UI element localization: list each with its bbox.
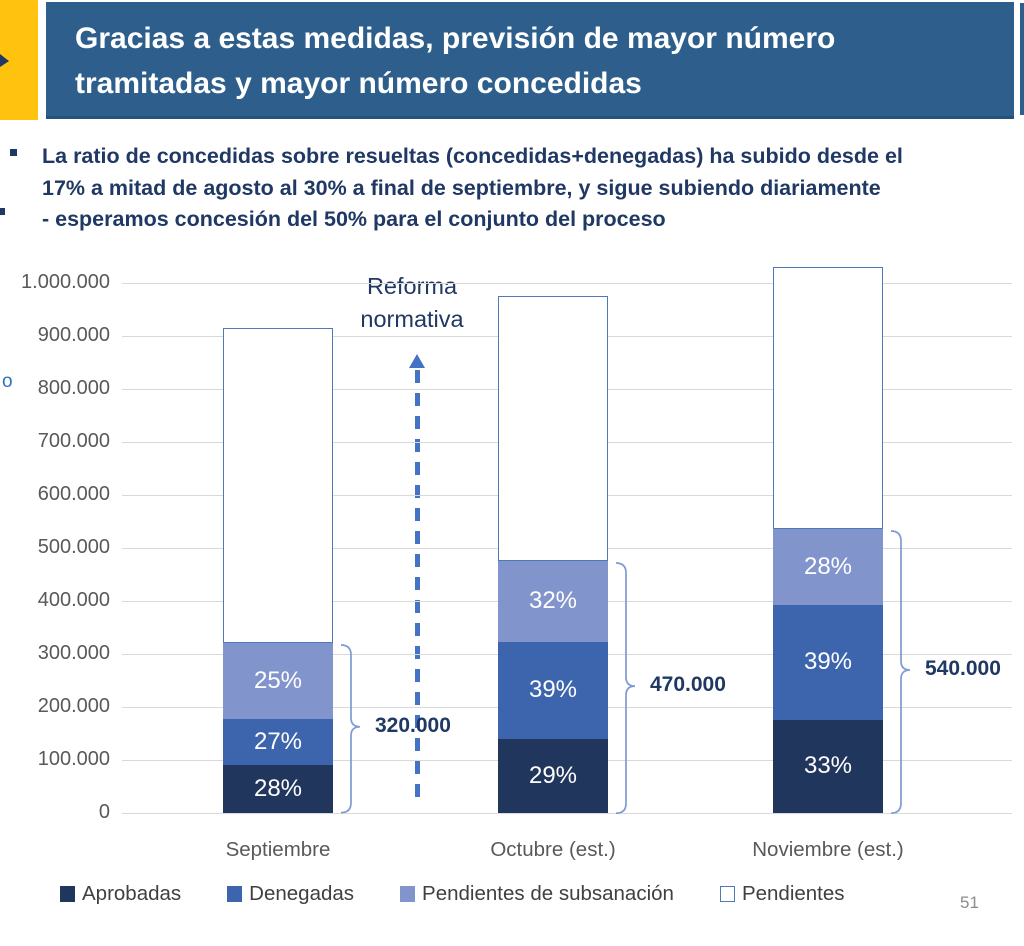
legend-swatch-icon — [719, 886, 735, 902]
segment-percent-label: 39% — [528, 676, 578, 704]
bar-segment-denegadas: 39% — [498, 641, 608, 739]
y-axis-tick-label: 0 — [98, 801, 110, 823]
left-accent-bar — [0, 0, 38, 120]
segment-percent-label: 25% — [253, 667, 303, 695]
reforma-annotation-label: Reforma normativa — [360, 273, 464, 332]
resolved-total-label: 540.000 — [925, 656, 1001, 680]
y-gridline — [122, 389, 1012, 390]
legend-swatch-icon — [60, 886, 75, 902]
bar-segment-pendientes — [223, 328, 333, 644]
legend-item: Aprobadas — [60, 882, 181, 906]
segment-percent-label: 39% — [803, 648, 853, 676]
page-number: 51 — [960, 893, 979, 912]
header-banner: Gracias a estas medidas, previsión de ma… — [46, 2, 1014, 119]
legend-label: Pendientes — [741, 882, 845, 905]
y-gridline — [122, 442, 1012, 443]
y-gridline — [122, 283, 1012, 284]
y-gridline — [122, 707, 1012, 708]
bullet-line-1: La ratio de concedidas sobre resueltas (… — [42, 144, 903, 168]
segment-percent-label: 32% — [528, 587, 578, 615]
y-gridline — [122, 495, 1012, 496]
chart-legend: Aprobadas Denegadas Pendientes de subsanac… — [60, 882, 980, 906]
strip-mark-icon — [0, 54, 9, 67]
y-gridline — [122, 760, 1012, 761]
x-axis-category-label: Octubre (est.) — [490, 838, 616, 861]
up-arrow-icon — [409, 354, 425, 368]
segment-percent-label: 29% — [528, 761, 578, 789]
bracket-annotation — [339, 643, 363, 820]
bar-segment-denegadas: 27% — [223, 719, 333, 766]
bullet-line-2: 17% a mitad de agosto al 30% a final de … — [42, 175, 881, 200]
y-axis-tick-label: 800.000 — [37, 377, 110, 399]
bracket-annotation — [614, 561, 638, 820]
legend-label: Denegadas — [249, 882, 355, 905]
x-axis-category-label: Septiembre — [225, 838, 331, 861]
resolved-total-label: 470.000 — [650, 672, 726, 696]
legend-swatch-icon — [227, 886, 243, 902]
y-gridline — [122, 813, 1012, 814]
y-gridline — [122, 336, 1012, 337]
y-gridline — [122, 654, 1012, 655]
y-axis-tick-label: 400.000 — [37, 589, 110, 611]
bar-segment-aprobadas: 33% — [773, 719, 883, 813]
y-axis-tick-label: 100.000 — [37, 748, 110, 770]
y-axis-tick-label: 300.000 — [37, 642, 110, 664]
bar-segment-aprobadas: 28% — [223, 765, 333, 813]
legend-item: Pendientes de subsanación — [400, 882, 674, 906]
segment-percent-label: 27% — [253, 728, 303, 756]
y-axis-title-fragment: o — [2, 371, 13, 392]
bar-segment-pendientes-de-subsanación: 25% — [223, 643, 333, 720]
dashed-arrow-line — [415, 370, 420, 806]
bar-segment-pendientes — [773, 267, 883, 529]
y-gridline — [122, 548, 1012, 549]
legend-item: Denegadas — [227, 882, 354, 906]
bullet-square-icon — [10, 149, 17, 156]
bar-segment-pendientes — [498, 296, 608, 561]
legend-item: Pendientes — [719, 882, 845, 906]
segment-percent-label: 28% — [253, 775, 303, 803]
bar-segment-aprobadas: 29% — [498, 738, 608, 813]
segment-percent-label: 33% — [803, 752, 853, 780]
y-axis-tick-label: 200.000 — [37, 695, 110, 717]
y-axis-tick-label: 500.000 — [37, 536, 110, 558]
page-title-line2: tramitadas y mayor número concedidas — [75, 67, 642, 100]
y-axis-tick-label: 900.000 — [37, 324, 110, 346]
legend-label: Aprobadas — [82, 882, 182, 905]
bracket-annotation — [889, 529, 913, 820]
legend-label: Pendientes de subsanación — [422, 882, 674, 905]
bullet-line-3: - esperamos concesión del 50% para el co… — [42, 207, 666, 231]
page-title-line1: Gracias a estas medidas, previsión de ma… — [75, 22, 836, 55]
banner-edge-sliver — [1020, 3, 1024, 115]
y-gridline — [122, 601, 1012, 602]
segment-percent-label: 28% — [803, 553, 853, 581]
bar-segment-denegadas: 39% — [773, 605, 883, 720]
bullet-paragraph: La ratio de concedidas sobre resueltas (… — [42, 141, 1010, 236]
y-axis-tick-label: 700.000 — [37, 430, 110, 452]
y-axis-tick-label: 1.000.000 — [21, 271, 110, 293]
x-axis-category-label: Noviembre (est.) — [752, 838, 904, 861]
legend-swatch-icon — [400, 886, 416, 902]
y-axis-tick-label: 600.000 — [37, 483, 110, 505]
bar-segment-pendientes-de-subsanación: 28% — [773, 528, 883, 606]
bar-segment-pendientes-de-subsanación: 32% — [498, 560, 608, 642]
bullet-square-partial-icon — [0, 208, 5, 215]
resolved-total-label: 320.000 — [375, 714, 451, 738]
